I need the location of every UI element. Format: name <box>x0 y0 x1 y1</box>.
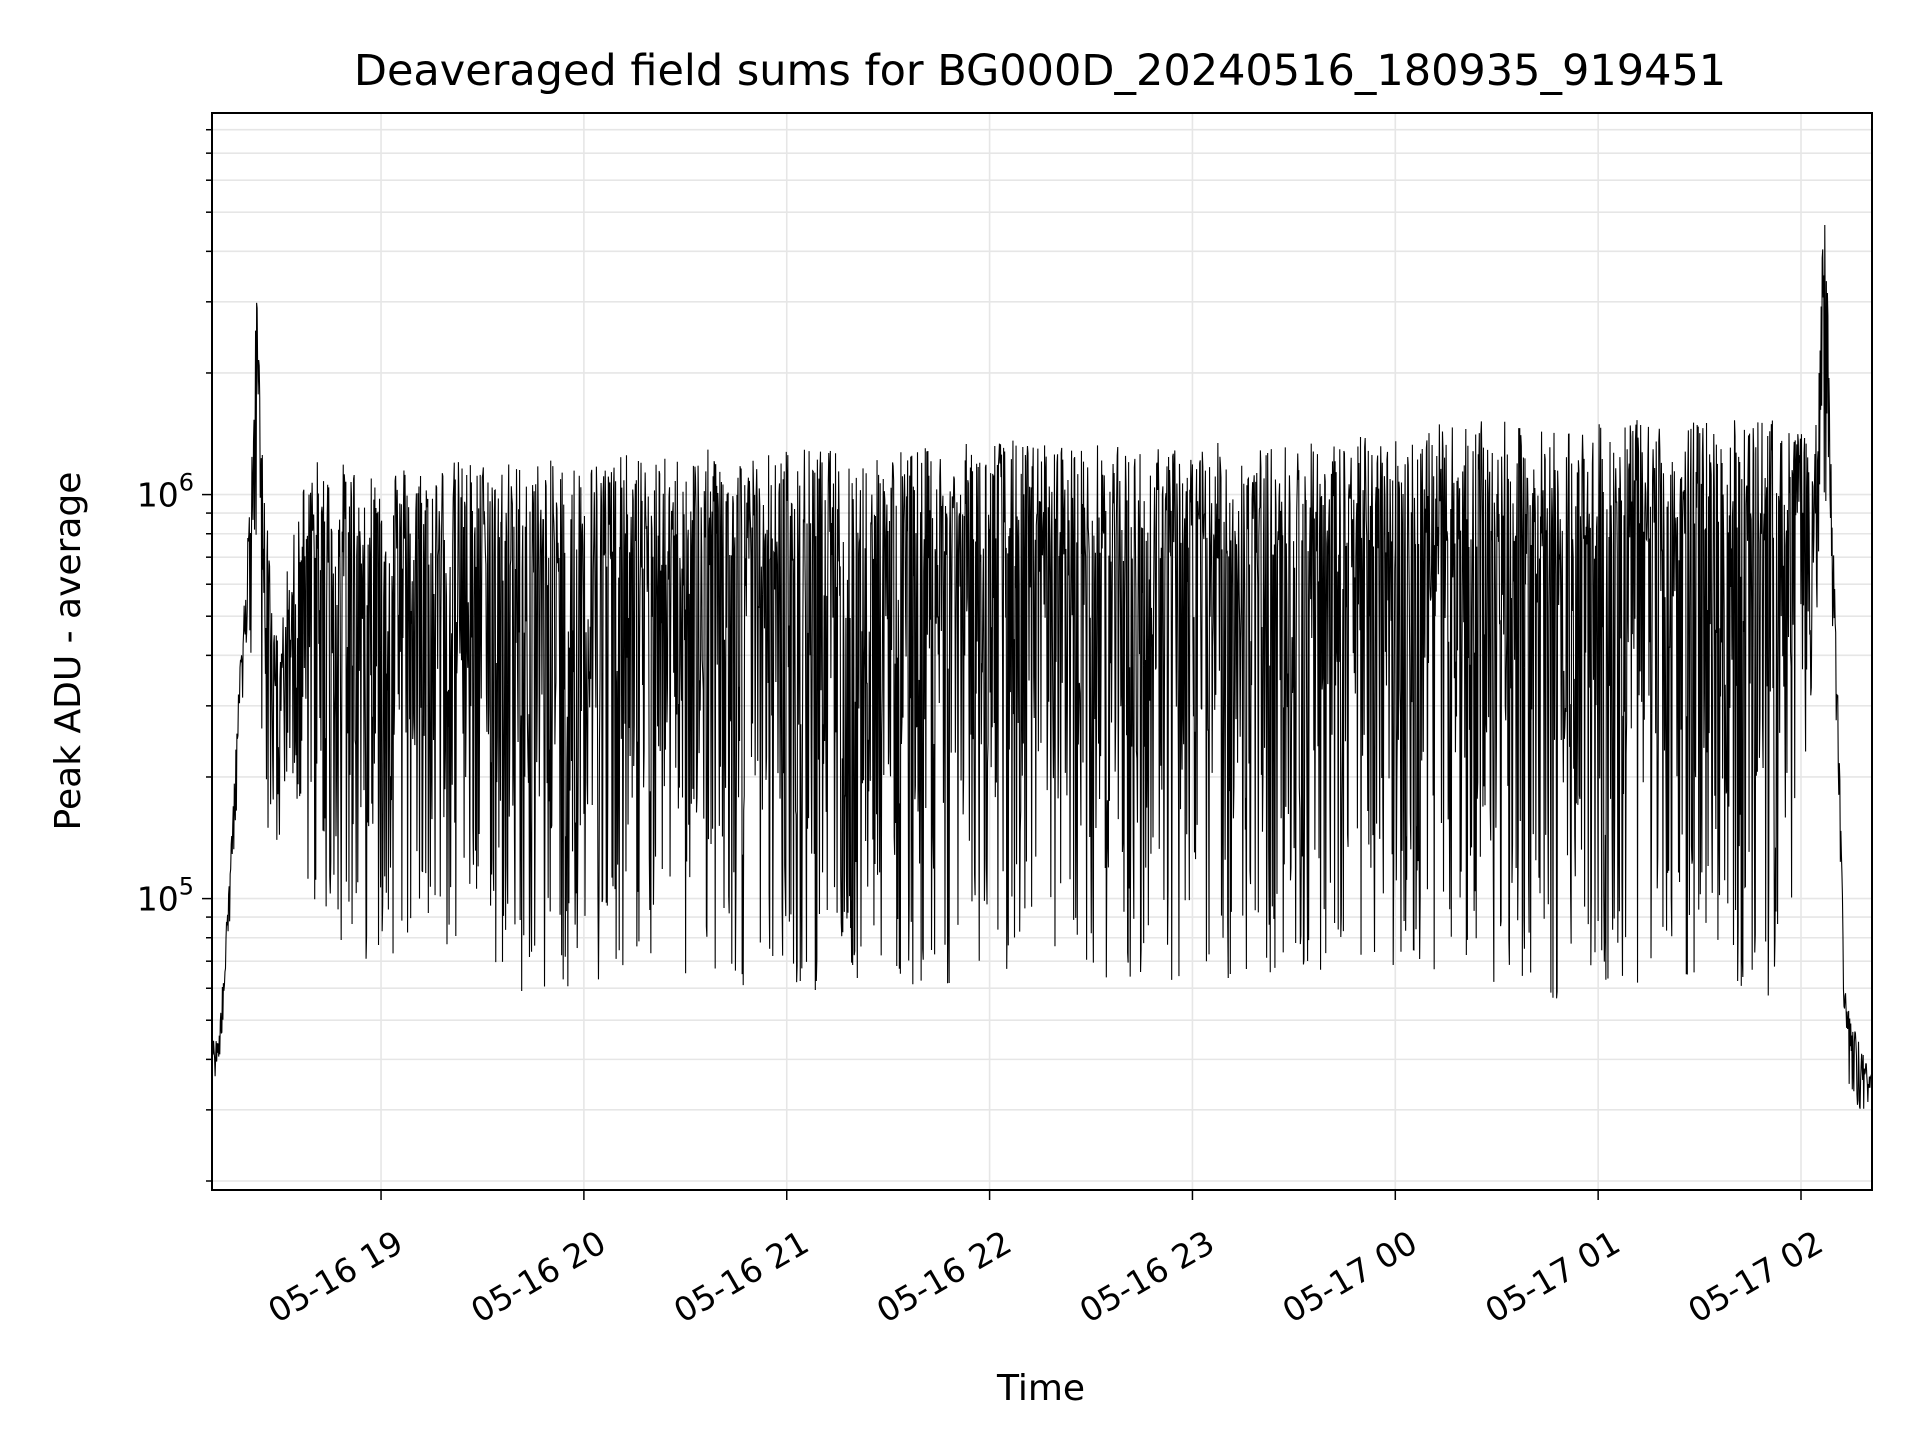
series-line <box>211 225 1873 1109</box>
y-tick-label: 105 <box>137 873 194 919</box>
y-axis-label: Peak ADU - average <box>48 472 89 831</box>
x-axis-label: Time <box>996 1368 1085 1409</box>
plot-frame <box>211 112 1873 1191</box>
y-tick-label: 106 <box>137 469 194 515</box>
chart-title: Deaveraged field sums for BG000D_2024051… <box>354 46 1726 96</box>
series-layer <box>211 225 1873 1109</box>
